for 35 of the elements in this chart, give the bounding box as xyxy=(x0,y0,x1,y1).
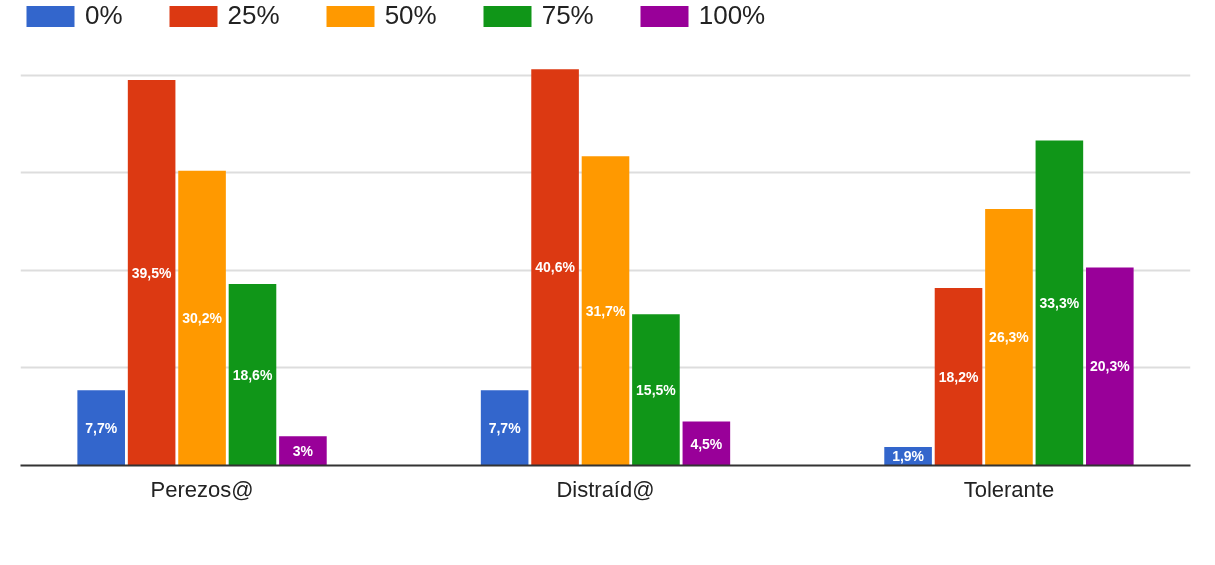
bar xyxy=(127,80,176,466)
bar xyxy=(1035,140,1084,466)
data-label: 33,3% xyxy=(1039,295,1080,312)
bar xyxy=(632,314,680,466)
bar xyxy=(480,390,529,466)
x-tick-label: Tolerante xyxy=(963,476,1055,502)
data-label: 30,2% xyxy=(182,310,223,327)
data-label: 40,6% xyxy=(535,259,576,276)
data-label: 39,5% xyxy=(131,264,173,281)
data-label: 18,2% xyxy=(938,368,979,385)
data-label: 26,3% xyxy=(989,329,1030,346)
bar xyxy=(77,390,125,466)
legend-label: 0% xyxy=(85,0,123,31)
x-tick-label: Perezos@ xyxy=(150,476,254,502)
legend-label: 50% xyxy=(384,0,437,31)
data-label: 20,3% xyxy=(1089,358,1131,375)
data-label: 7,7% xyxy=(488,419,522,436)
bar xyxy=(934,287,983,466)
bar xyxy=(581,156,630,466)
data-label: 15,5% xyxy=(636,381,677,398)
legend-label: 25% xyxy=(227,0,280,31)
bar xyxy=(1086,267,1134,466)
bar xyxy=(178,170,226,466)
data-label: 4,5% xyxy=(690,435,723,452)
data-label: 1,9% xyxy=(892,448,925,465)
legend-label: 100% xyxy=(698,0,766,31)
data-label: 31,7% xyxy=(585,302,626,319)
bar xyxy=(228,284,277,466)
bar xyxy=(985,208,1033,466)
data-label: 3% xyxy=(292,442,314,459)
data-label: 7,7% xyxy=(85,419,118,436)
bar xyxy=(531,69,579,466)
x-tick-label: Distraíd@ xyxy=(556,476,655,502)
legend-label: 75% xyxy=(541,0,594,31)
data-label: 18,6% xyxy=(232,366,273,383)
